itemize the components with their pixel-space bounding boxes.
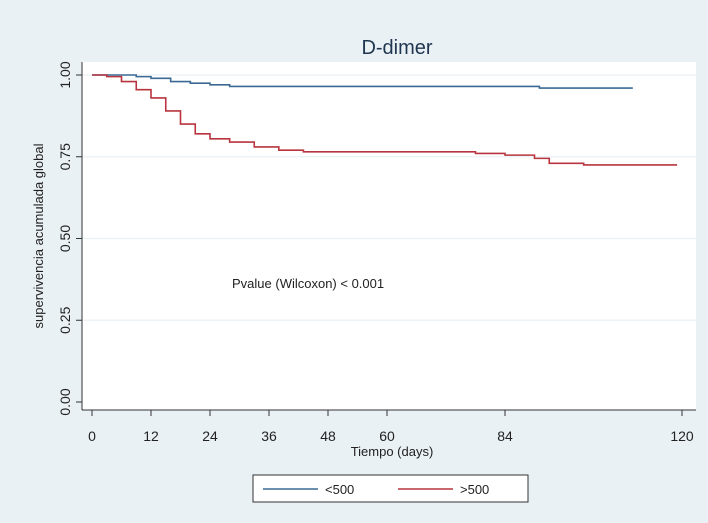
y-axis-title: supervivencia acumulada global	[31, 143, 46, 328]
legend-label-1: >500	[460, 482, 489, 497]
y-tick-label-2: 0.50	[57, 225, 73, 252]
x-tick-label-3: 36	[261, 428, 277, 444]
y-tick-label-1: 0.25	[57, 306, 73, 333]
axes	[81, 62, 696, 411]
gridlines	[82, 74, 696, 321]
series-line-0	[92, 74, 633, 89]
y-tick-label-0: 0.00	[57, 388, 73, 415]
series-line-1	[92, 74, 678, 166]
x-axis-title: Tiempo (days)	[351, 444, 434, 459]
x-tick-label-2: 24	[202, 428, 218, 444]
y-tick-label-4: 1.00	[57, 61, 73, 88]
x-tick-label-7: 120	[670, 428, 694, 444]
legend: <500 >500	[252, 474, 529, 503]
ticks: 0.00 0.25 0.50 0.75 1.00 0 12 24 36 48 60 84 120	[57, 61, 694, 444]
x-tick-label-5: 60	[379, 428, 395, 444]
legend-label-0: <500	[325, 482, 354, 497]
y-tick-label-3: 0.75	[57, 143, 73, 170]
series-lines	[92, 74, 678, 166]
chart-title: D-dimer	[361, 37, 432, 59]
plot-area	[82, 62, 696, 410]
x-tick-label-4: 48	[320, 428, 336, 444]
pvalue-annotation: Pvalue (Wilcoxon) < 0.001	[232, 276, 384, 291]
x-tick-label-0: 0	[88, 428, 96, 444]
x-tick-label-6: 84	[497, 428, 513, 444]
x-tick-label-1: 12	[143, 428, 159, 444]
